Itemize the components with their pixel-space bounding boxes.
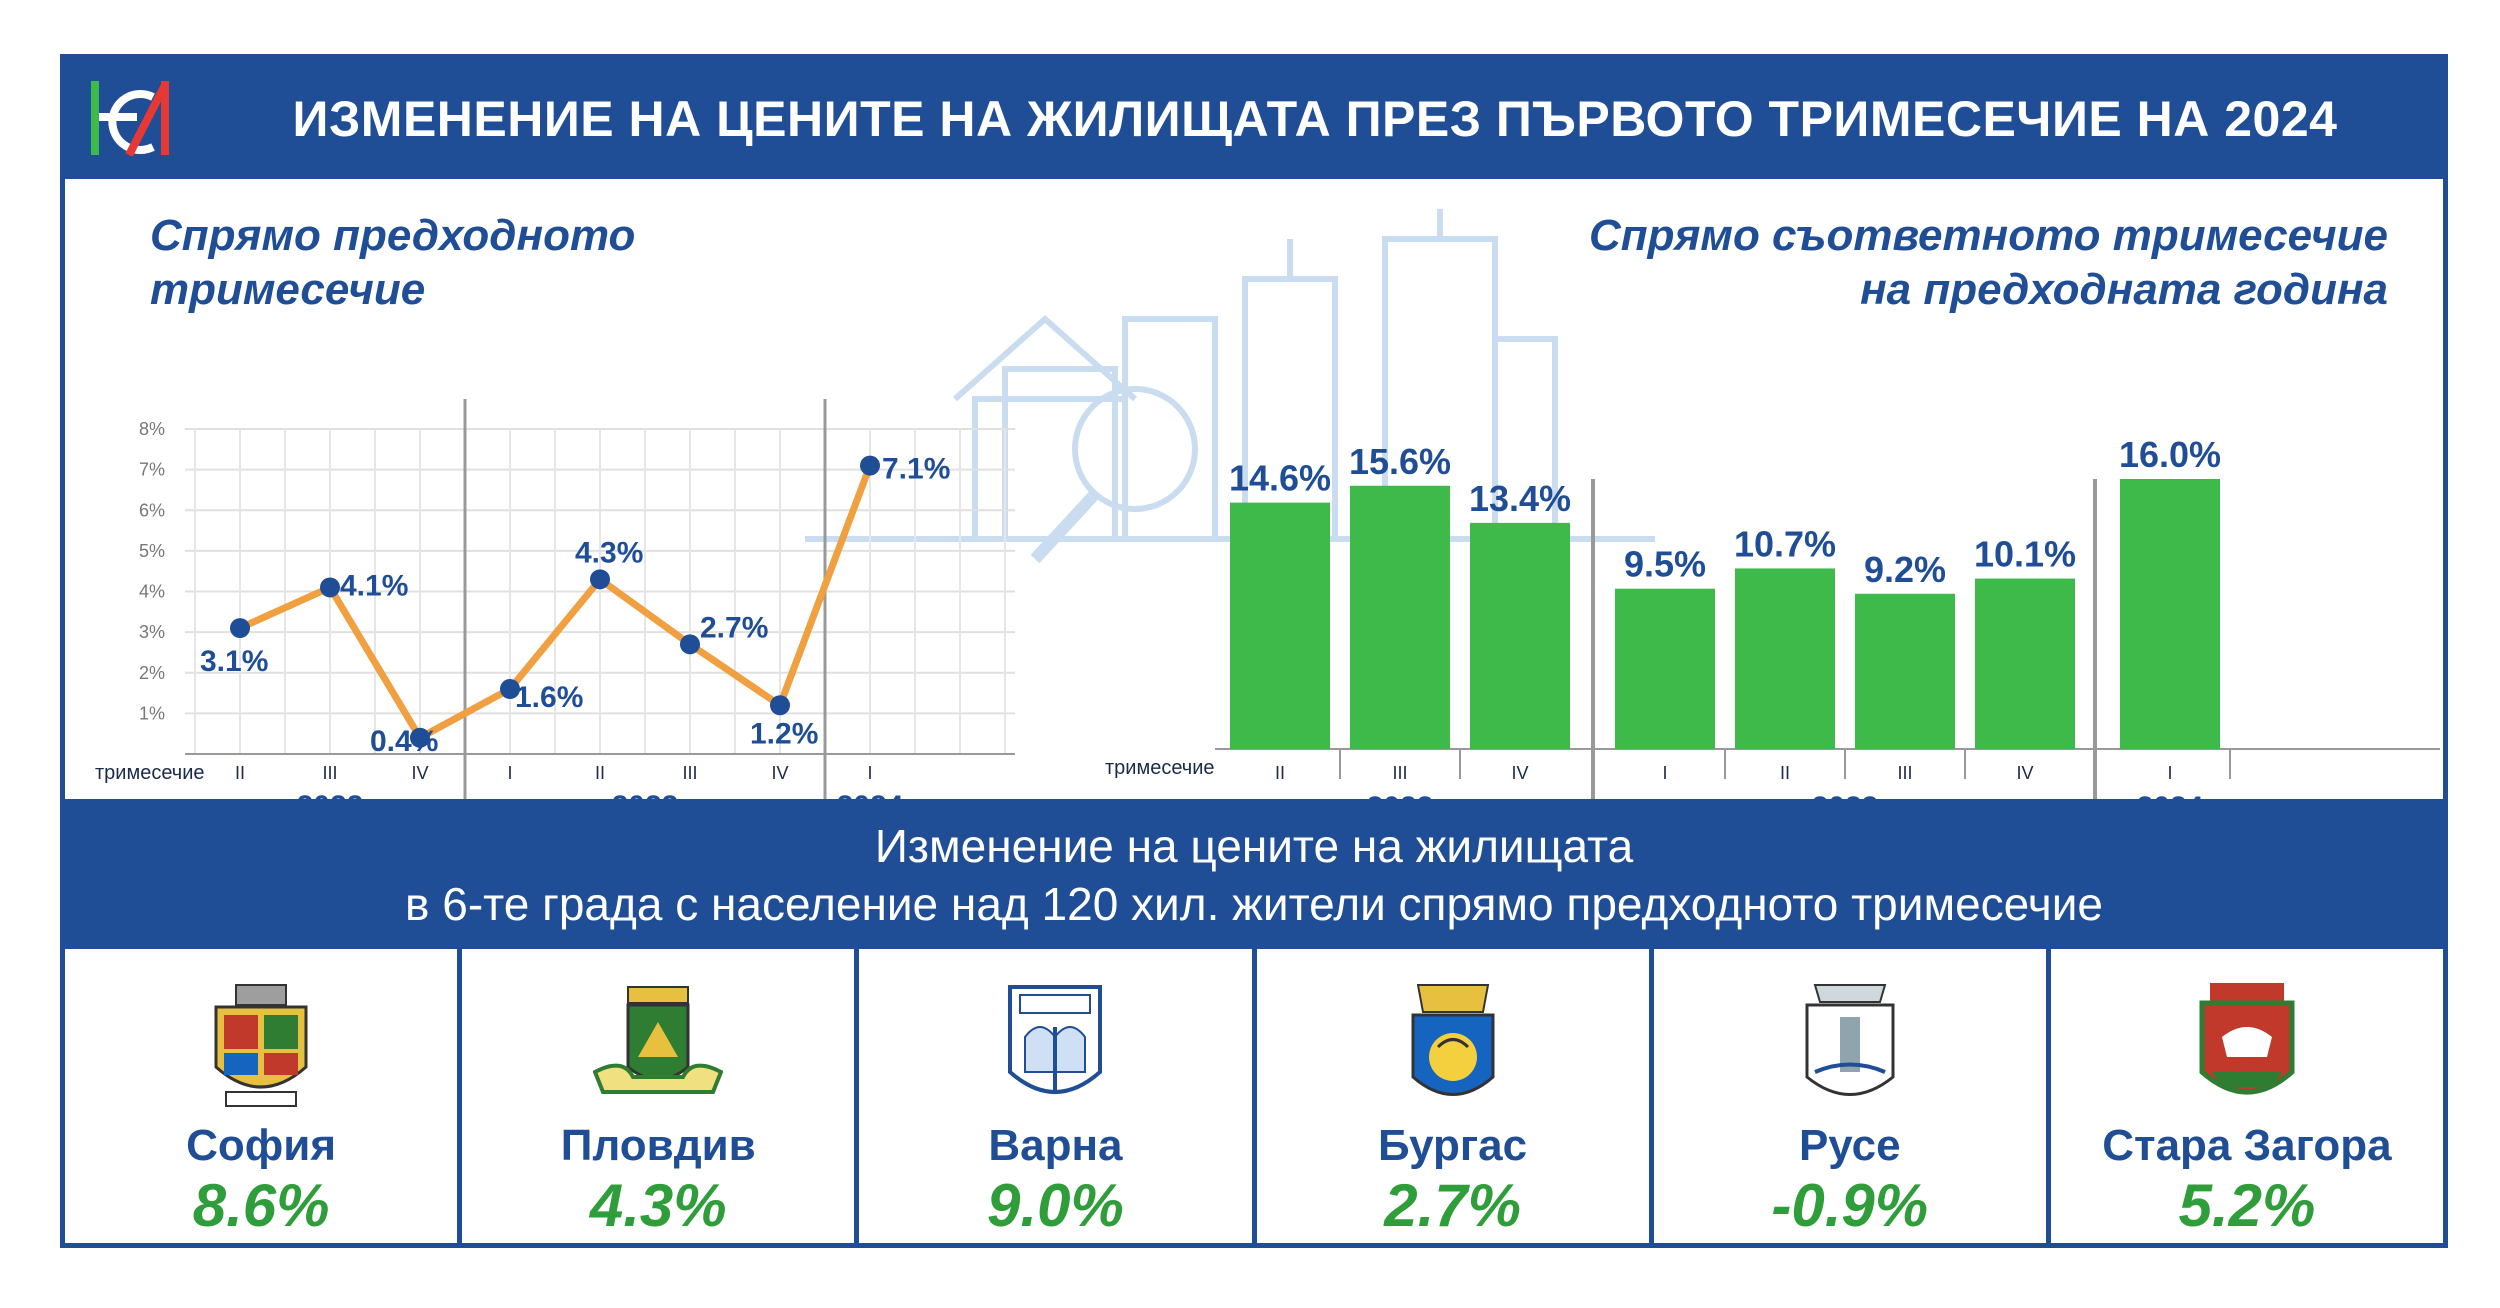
y-tick-label: 5%: [139, 541, 165, 561]
data-label: 4.3%: [575, 536, 643, 569]
data-label: 4.1%: [340, 569, 408, 602]
x-tick-label: II: [235, 763, 245, 783]
city-name: Русе: [1798, 1121, 1901, 1170]
y-tick-label: 3%: [139, 622, 165, 642]
x-tick-label: I: [1662, 763, 1667, 783]
city-card-stara-zagora: Стара Загора 5.2%: [2051, 949, 2443, 1243]
data-point: [320, 577, 340, 598]
left-subtitle-line1: Спрямо предходното: [150, 211, 636, 260]
city-change-value: 4.3%: [589, 1172, 727, 1239]
x-tick-label: IV: [411, 763, 428, 783]
left-chart-subtitle: Спрямо предходното тримесечие: [150, 209, 850, 317]
infographic-frame: ИЗМЕНЕНИЕ НА ЦЕНИТЕ НА ЖИЛИЩАТА ПРЕЗ ПЪР…: [60, 54, 2448, 1248]
right-chart-subtitle: Спрямо съответното тримесечие на предход…: [1488, 209, 2388, 317]
city-change-value: 2.7%: [1384, 1172, 1521, 1239]
bar: [1735, 568, 1835, 749]
bar: [1615, 588, 1715, 749]
x-tick-label: I: [867, 763, 872, 783]
data-point: [770, 695, 790, 716]
x-tick-label: III: [322, 763, 337, 783]
x-axis-title: тримесечие: [95, 762, 205, 784]
header-banner: ИЗМЕНЕНИЕ НА ЦЕНИТЕ НА ЖИЛИЩАТА ПРЕЗ ПЪР…: [65, 59, 2443, 267]
x-axis-title: тримесечие: [1105, 757, 1215, 779]
ruse-emblem-icon: [1805, 984, 1895, 1096]
plovdiv-emblem-icon: [593, 986, 724, 1094]
page-title: ИЗМЕНЕНИЕ НА ЦЕНИТЕ НА ЖИЛИЩАТА ПРЕЗ ПЪР…: [292, 91, 2338, 267]
y-tick-label: 1%: [139, 703, 165, 723]
bar: [1975, 578, 2075, 749]
bar: [1350, 485, 1450, 749]
city-change-value: 8.6%: [192, 1172, 330, 1239]
y-tick-label: 2%: [139, 663, 165, 683]
bar: [2120, 479, 2220, 749]
city-card-ruse: Русе -0.9%: [1654, 949, 2051, 1243]
data-label: 10.7%: [1734, 523, 1836, 564]
data-label: 9.5%: [1624, 544, 1706, 585]
y-tick-label: 7%: [139, 460, 165, 480]
burgas-emblem-icon: [1411, 984, 1495, 1096]
right-subtitle-line2: на предходната година: [1860, 265, 2388, 314]
data-point: [410, 727, 430, 748]
data-point: [500, 679, 520, 699]
nsi-logo-icon: [91, 81, 169, 157]
bar: [1470, 522, 1570, 749]
x-tick-label: IV: [771, 763, 788, 783]
cities-section-banner: Изменение на цените на жилищата в 6-те г…: [65, 799, 2443, 949]
bar: [1855, 593, 1955, 749]
x-tick-label: II: [595, 763, 605, 783]
city-card-plovdiv: Пловдив 4.3%: [462, 949, 860, 1243]
x-tick-label: III: [1897, 763, 1912, 783]
data-point: [680, 634, 700, 655]
city-change-value: 5.2%: [2178, 1172, 2316, 1239]
data-point: [230, 618, 250, 639]
city-name: Стара Загора: [2102, 1121, 2392, 1170]
data-label: 9.2%: [1864, 549, 1946, 590]
stara-zagora-emblem-icon: [2199, 983, 2295, 1095]
right-subtitle-line1: Спрямо съответното тримесечие: [1588, 211, 2388, 260]
city-name: Пловдив: [560, 1121, 756, 1170]
city-change-value: -0.9%: [1771, 1172, 1929, 1239]
data-label: 15.6%: [1349, 441, 1451, 482]
x-tick-label: IV: [1511, 763, 1528, 783]
sofia-emblem-icon: [214, 984, 308, 1107]
x-tick-label: IV: [2016, 763, 2033, 783]
left-subtitle-line2: тримесечие: [150, 265, 426, 314]
data-label: 3.1%: [200, 645, 268, 678]
data-point: [590, 569, 610, 590]
x-tick-label: II: [1780, 763, 1790, 783]
cities-banner-line2: в 6-те града с население над 120 хил. жи…: [405, 878, 2103, 930]
bar-chart-year-over-year: тримесечие14.6%II15.6%III13.4%IV9.5%I10.…: [1105, 434, 2440, 824]
city-card-varna: Варна 9.0%: [859, 949, 1257, 1243]
y-tick-label: 4%: [139, 582, 165, 602]
city-card-burgas: Бургас 2.7%: [1257, 949, 1654, 1243]
data-label: 2.7%: [700, 611, 768, 644]
x-tick-label: I: [507, 763, 512, 783]
x-tick-label: I: [2167, 763, 2172, 783]
city-name: Бургас: [1378, 1121, 1528, 1170]
cities-banner-line1: Изменение на цените на жилищата: [874, 820, 1634, 872]
data-label: 0.4%: [370, 725, 438, 758]
data-label: 1.6%: [515, 681, 583, 714]
city-change-value: 9.0%: [987, 1172, 1124, 1239]
line-chart-quarter-over-quarter: 1%2%3%4%5%6%7%8%тримесечие II III IV I II III I…: [95, 399, 1015, 829]
bar: [1230, 502, 1330, 749]
city-name: София: [186, 1121, 337, 1170]
data-point: [860, 455, 880, 476]
varna-emblem-icon: [1008, 985, 1103, 1094]
city-card-sofia: София 8.6%: [65, 949, 463, 1243]
data-label: 10.1%: [1974, 534, 2076, 575]
data-label: 1.2%: [750, 717, 818, 750]
series-line: [238, 464, 874, 742]
x-tick-label: II: [1275, 763, 1285, 783]
x-tick-label: III: [682, 763, 697, 783]
data-label: 16.0%: [2119, 434, 2221, 475]
y-tick-label: 6%: [139, 500, 165, 520]
y-tick-label: 8%: [139, 419, 165, 439]
data-label: 7.1%: [882, 453, 950, 486]
city-name: Варна: [988, 1121, 1123, 1170]
data-label: 14.6%: [1229, 458, 1331, 499]
cities-row: София 8.6% Пловдив 4.3% Варна 9.0%: [65, 949, 2443, 1243]
data-label: 13.4%: [1469, 478, 1571, 519]
x-tick-label: III: [1392, 763, 1407, 783]
